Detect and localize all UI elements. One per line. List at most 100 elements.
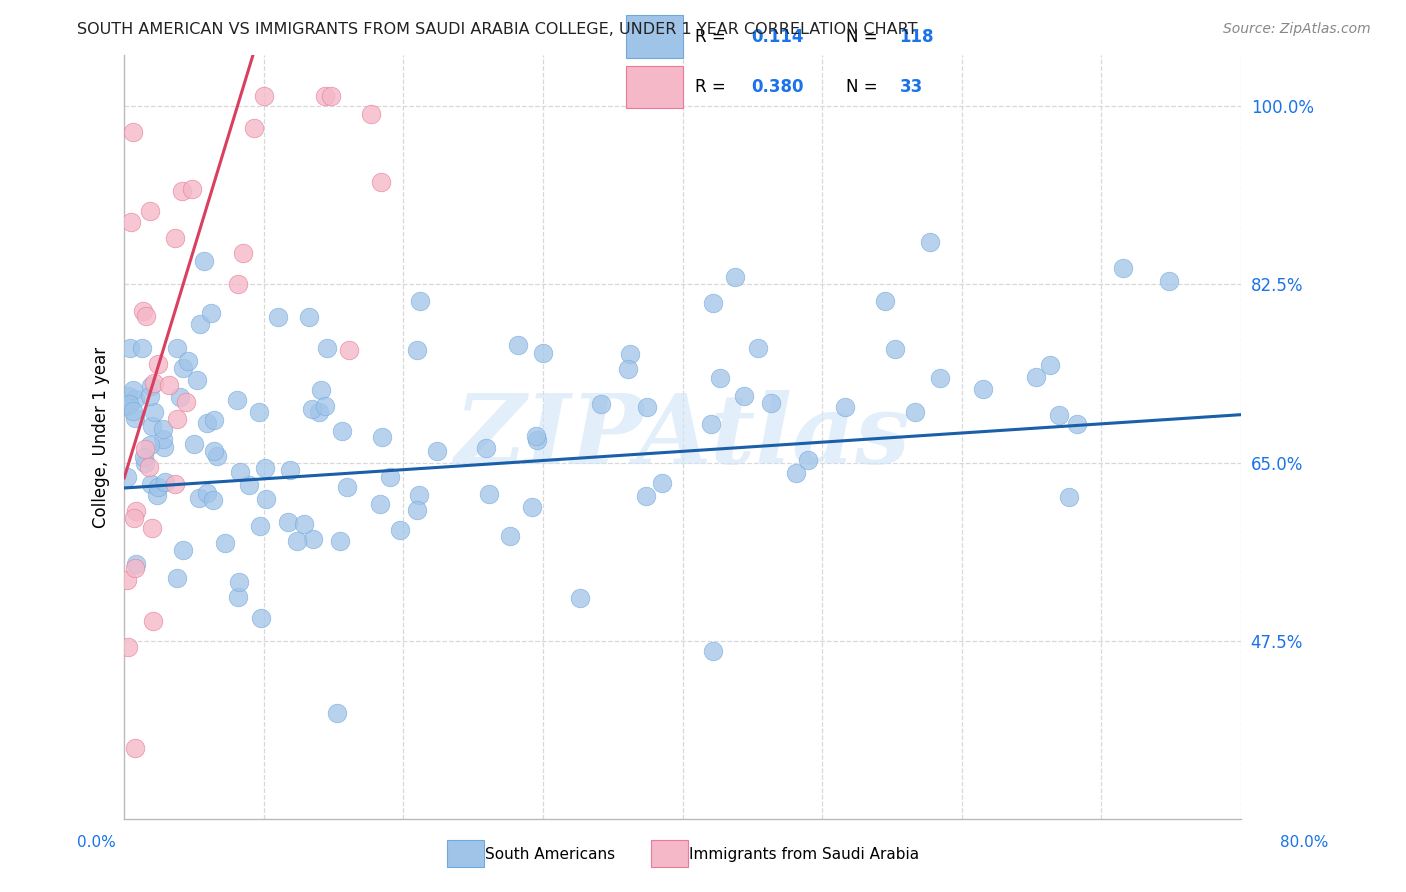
Point [122, 383, 145, 397]
Point [117, 389, 139, 403]
Point [232, 246, 254, 260]
Point [228, 574, 250, 589]
Point [797, 453, 820, 467]
Point [138, 438, 160, 452]
FancyBboxPatch shape [626, 15, 683, 58]
Point [253, 461, 276, 475]
Point [125, 504, 148, 518]
Point [724, 269, 747, 284]
Point [1157, 274, 1180, 288]
Point [920, 235, 942, 249]
Point [406, 343, 429, 357]
Point [380, 470, 402, 484]
Point [520, 500, 543, 514]
Point [188, 318, 211, 332]
Point [292, 517, 315, 532]
Point [249, 611, 271, 625]
Point [785, 467, 807, 481]
Point [475, 441, 498, 455]
Point [139, 389, 162, 403]
Point [226, 392, 249, 407]
Point [408, 488, 430, 502]
Point [249, 518, 271, 533]
Point [141, 520, 163, 534]
Point [195, 416, 218, 430]
Point [176, 395, 198, 409]
Point [139, 379, 162, 393]
Point [1112, 260, 1135, 275]
Point [152, 440, 174, 454]
Point [591, 397, 613, 411]
Point [153, 475, 176, 489]
Point [166, 412, 188, 426]
Point [253, 88, 276, 103]
Point [254, 491, 277, 506]
Point [117, 640, 139, 654]
Point [308, 405, 330, 419]
Point [651, 475, 673, 490]
Point [302, 532, 325, 546]
Text: SOUTH AMERICAN VS IMMIGRANTS FROM SAUDI ARABIA COLLEGE, UNDER 1 YEAR CORRELATION: SOUTH AMERICAN VS IMMIGRANTS FROM SAUDI … [77, 22, 918, 37]
Point [478, 487, 501, 501]
Point [122, 404, 145, 418]
Point [115, 470, 138, 484]
Point [124, 411, 146, 425]
Text: 0.380: 0.380 [751, 78, 804, 96]
Point [163, 477, 186, 491]
Point [142, 376, 165, 390]
Point [118, 397, 141, 411]
Point [148, 479, 170, 493]
Point [124, 392, 146, 406]
Point [157, 377, 180, 392]
Text: Source: ZipAtlas.com: Source: ZipAtlas.com [1223, 22, 1371, 37]
Point [170, 184, 193, 198]
Point [498, 529, 520, 543]
Point [636, 400, 658, 414]
Point [336, 480, 359, 494]
Text: 33: 33 [900, 78, 922, 96]
Point [370, 175, 392, 189]
Point [195, 485, 218, 500]
Point [699, 417, 721, 431]
Point [297, 310, 319, 324]
Point [193, 254, 215, 268]
Point [131, 341, 153, 355]
Point [202, 413, 225, 427]
Text: South Americans: South Americans [485, 847, 616, 862]
Point [169, 390, 191, 404]
Point [634, 489, 657, 503]
Point [124, 557, 146, 571]
Point [285, 534, 308, 549]
Point [204, 444, 226, 458]
Point [834, 400, 856, 414]
Point [141, 418, 163, 433]
Point [121, 124, 143, 138]
Point [371, 430, 394, 444]
Text: R =: R = [695, 78, 725, 96]
Point [172, 542, 194, 557]
Point [229, 466, 252, 480]
Point [166, 571, 188, 585]
Point [238, 478, 260, 492]
Text: 118: 118 [900, 28, 934, 45]
Point [124, 511, 146, 525]
Point [152, 422, 174, 436]
Point [314, 399, 336, 413]
Point [368, 497, 391, 511]
Point [152, 432, 174, 446]
Point [134, 456, 156, 470]
Point [337, 343, 360, 358]
Point [247, 405, 270, 419]
Point [408, 294, 430, 309]
Text: N =: N = [846, 28, 877, 45]
Point [1057, 490, 1080, 504]
Point [139, 476, 162, 491]
Point [135, 309, 157, 323]
Point [508, 338, 530, 352]
Point [142, 614, 165, 628]
Point [1066, 417, 1088, 431]
Point [228, 591, 250, 605]
Text: Immigrants from Saudi Arabia: Immigrants from Saudi Arabia [689, 847, 920, 862]
Point [568, 591, 591, 606]
Y-axis label: College, Under 1 year: College, Under 1 year [93, 346, 110, 528]
